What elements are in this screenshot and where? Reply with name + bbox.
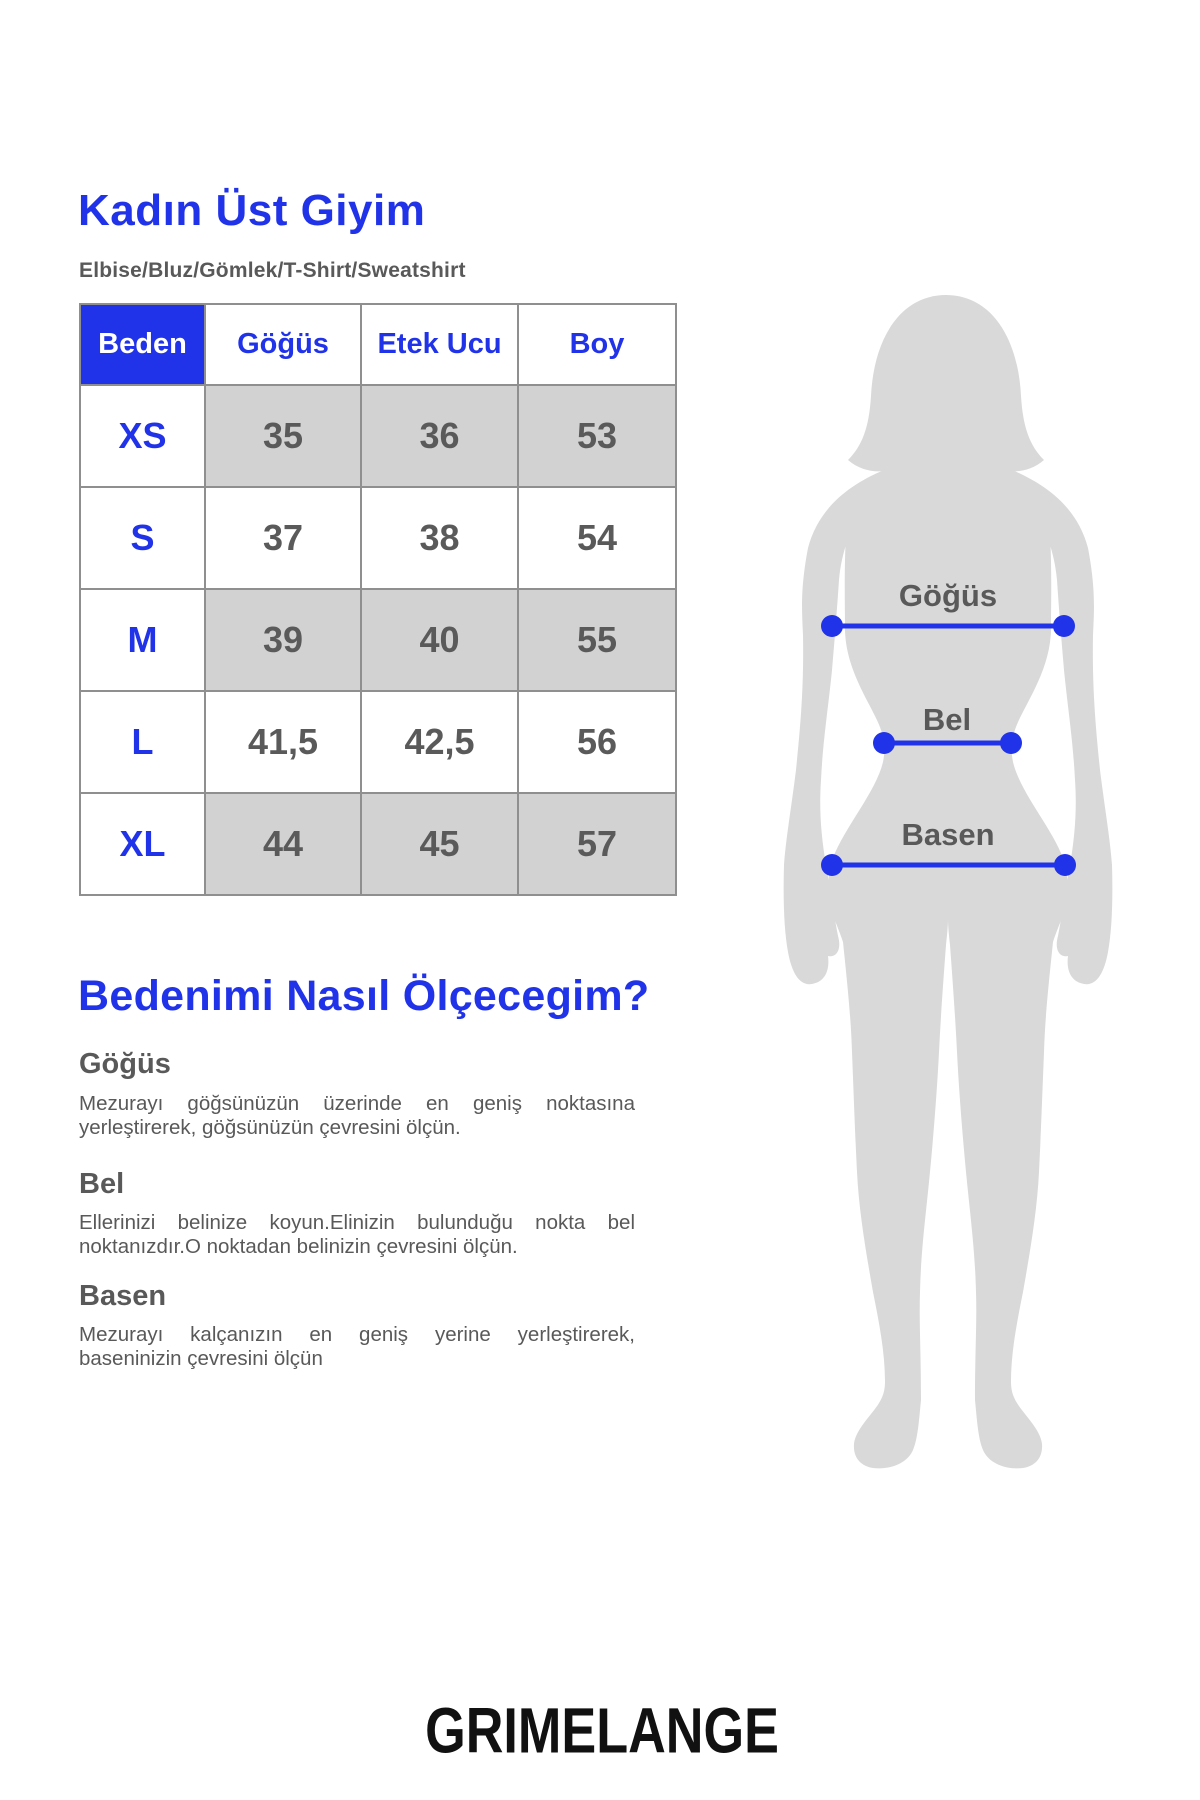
size-label: M [79, 588, 206, 692]
guide-section-text-basen: Mezurayı kalçanızın en geniş yerine yerl… [79, 1323, 635, 1370]
value-cell: 45 [360, 792, 519, 896]
guide-section-title-bel: Bel [79, 1168, 125, 1200]
value-cell: 35 [204, 384, 362, 488]
header-boy: Boy [517, 303, 677, 386]
header-gogus: Göğüs [204, 303, 362, 386]
guide-heading: Bedenimi Nasıl Ölçecegim? [78, 972, 650, 1020]
brand-logo: GRIMELANGE [425, 1695, 779, 1767]
table-row: S 37 38 54 [79, 486, 677, 590]
value-cell: 40 [360, 588, 519, 692]
value-cell: 41,5 [204, 690, 362, 794]
gogus-measure-label: Göğüs [898, 578, 998, 613]
table-row: XS 35 36 53 [79, 384, 677, 488]
silhouette-right-arm [1012, 470, 1113, 985]
value-cell: 53 [517, 384, 677, 488]
bel-measure-label: Bel [922, 702, 972, 737]
silhouette-head [848, 295, 1044, 472]
guide-section-title-gogus: Göğüs [79, 1048, 171, 1080]
value-cell: 55 [517, 588, 677, 692]
basen-measure-line [821, 854, 1076, 876]
value-cell: 42,5 [360, 690, 519, 794]
silhouette-left-arm [783, 470, 884, 985]
table-row: L 41,5 42,5 56 [79, 690, 677, 794]
size-label: L [79, 690, 206, 794]
guide-section-text-gogus: Mezurayı göğsünüzün üzerinde en geniş no… [79, 1092, 635, 1139]
page-subtitle: Elbise/Bluz/Gömlek/T-Shirt/Sweatshirt [79, 259, 466, 282]
bel-measure-line [873, 732, 1022, 754]
page-title: Kadın Üst Giyim [78, 186, 426, 235]
value-cell: 36 [360, 384, 519, 488]
table-header-row: Beden Göğüs Etek Ucu Boy [79, 303, 677, 386]
value-cell: 38 [360, 486, 519, 590]
value-cell: 37 [204, 486, 362, 590]
silhouette-body [828, 436, 1068, 1469]
value-cell: 57 [517, 792, 677, 896]
value-cell: 54 [517, 486, 677, 590]
basen-measure-label: Basen [901, 817, 995, 852]
gogus-measure-line [821, 615, 1075, 637]
value-cell: 44 [204, 792, 362, 896]
size-table: Beden Göğüs Etek Ucu Boy XS 35 36 53 S 3… [79, 303, 677, 896]
value-cell: 39 [204, 588, 362, 692]
table-row: XL 44 45 57 [79, 792, 677, 896]
value-cell: 56 [517, 690, 677, 794]
guide-section-title-basen: Basen [79, 1280, 167, 1312]
size-label: S [79, 486, 206, 590]
size-label: XS [79, 384, 206, 488]
guide-section-text-bel: Ellerinizi belinize koyun.Elinizin bulun… [79, 1211, 635, 1258]
woman-silhouette-figure [783, 295, 1113, 1469]
header-etek-ucu: Etek Ucu [360, 303, 519, 386]
header-beden: Beden [79, 303, 206, 386]
size-label: XL [79, 792, 206, 896]
table-row: M 39 40 55 [79, 588, 677, 692]
